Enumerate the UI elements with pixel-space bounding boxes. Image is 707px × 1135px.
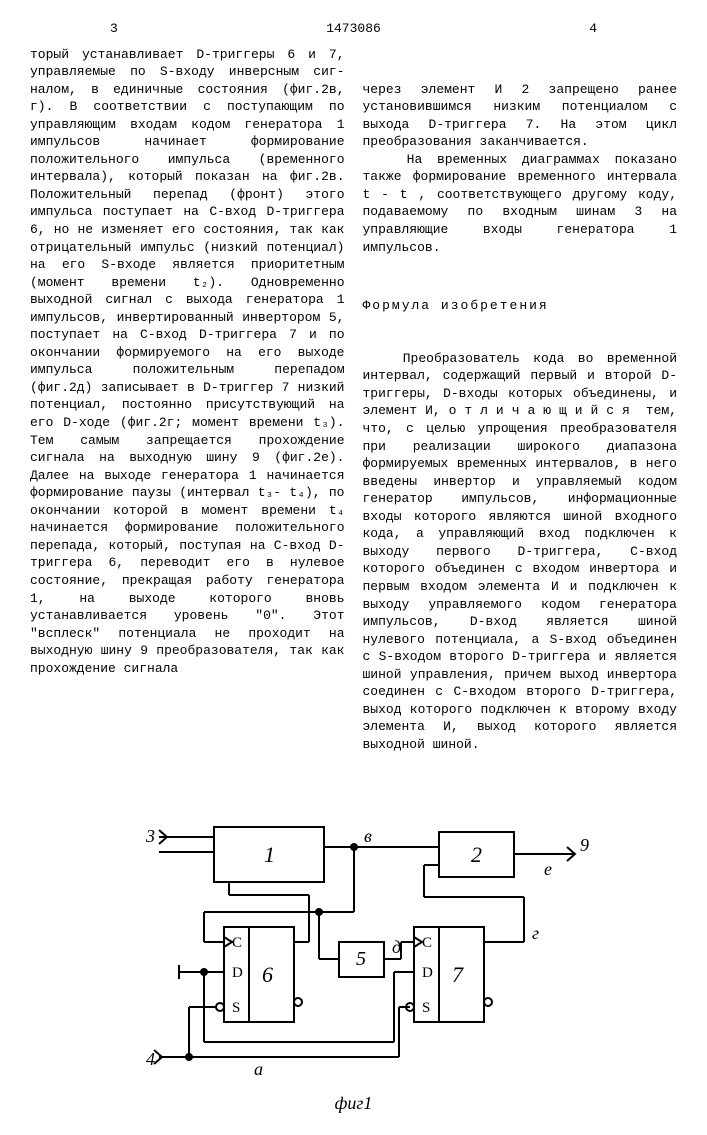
label-block7: 7 — [452, 962, 464, 987]
label-in-bottom: 4 — [146, 1049, 155, 1069]
label-block6: 6 — [262, 962, 273, 987]
diagram-svg: 3 4 9 1 2 5 6 7 в е д г а C D S C D S — [104, 807, 604, 1087]
ff6-d: D — [232, 965, 243, 981]
doc-number: 1473086 — [118, 20, 589, 38]
text-columns: торый устанавливает D-триггеры 6 и 7, уп… — [30, 46, 677, 789]
label-out: 9 — [580, 835, 589, 855]
page-num-right: 4 — [589, 20, 597, 38]
label-sig-b: в — [364, 826, 372, 846]
label-sig-d: д — [392, 937, 401, 957]
label-sig-g: г — [532, 923, 539, 943]
ff7-d: D — [422, 965, 433, 981]
label-sig-e: е — [544, 859, 552, 879]
left-column: торый устанавливает D-триггеры 6 и 7, уп… — [30, 46, 345, 789]
label-block1: 1 — [264, 842, 275, 867]
ff7-c: C — [422, 935, 432, 951]
right-column: через элемент И 2 запрещено ранее устано… — [363, 46, 678, 789]
label-block2: 2 — [471, 842, 482, 867]
figure-label: фиг1 — [30, 1091, 677, 1115]
ff6-c: C — [232, 935, 242, 951]
label-block5: 5 — [356, 948, 366, 970]
right-col-top: через элемент И 2 запрещено ранее устано… — [363, 81, 678, 256]
label-in-top: 3 — [145, 826, 155, 846]
ff6-s: S — [232, 1000, 240, 1016]
circuit-diagram: 3 4 9 1 2 5 6 7 в е д г а C D S C D S — [30, 807, 677, 1115]
formula-title: Формула изобретения — [363, 297, 678, 315]
right-col-formula: Преобразователь кода во времен­ной интер… — [363, 350, 678, 754]
label-sig-a: а — [254, 1059, 263, 1079]
page-num-left: 3 — [110, 20, 118, 38]
page-header: 3 1473086 4 — [30, 20, 677, 38]
ff7-s: S — [422, 1000, 430, 1016]
